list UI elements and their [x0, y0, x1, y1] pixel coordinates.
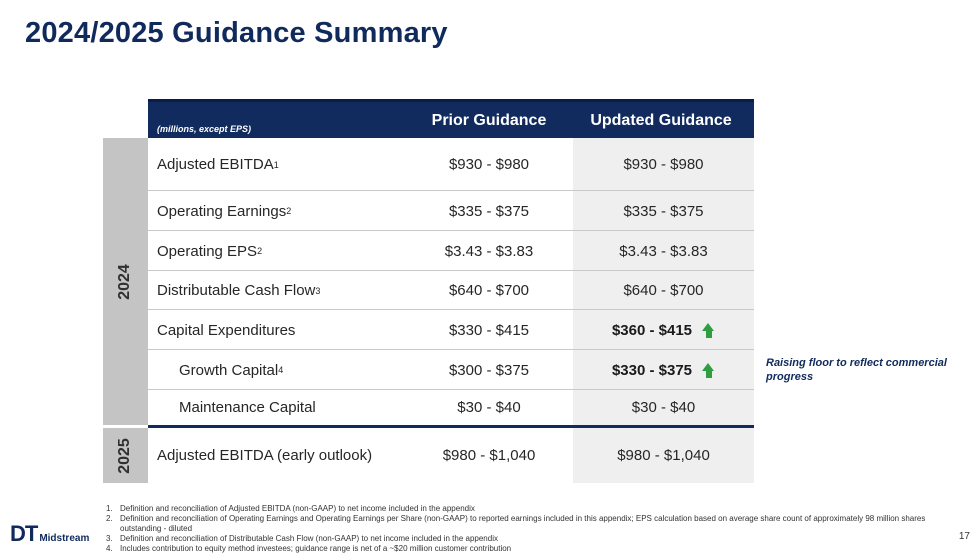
- footnote-number: 3.: [106, 534, 113, 543]
- row-label-text: Adjusted EBITDA: [157, 156, 274, 173]
- row-label-text: Adjusted EBITDA (early outlook): [157, 447, 373, 464]
- updated-value: $30 - $40: [631, 399, 696, 416]
- row-label: Adjusted EBITDA 1: [157, 156, 279, 173]
- prior-guidance-cell: $930 - $980: [448, 156, 530, 173]
- updated-value: $930 - $980: [623, 156, 704, 173]
- row-divider: [148, 190, 754, 191]
- table-row: $330 - $375 Growth Capital 4 $300 - $375: [148, 350, 754, 390]
- footnote: 1. Definition and reconciliation of Adjus…: [106, 504, 946, 514]
- footnote-text: Includes contribution to equity method i…: [120, 544, 512, 553]
- updated-guidance-header: Updated Guidance: [590, 112, 732, 129]
- prior-guidance-cell: $3.43 - $3.83: [444, 242, 534, 260]
- side-annotation: Raising floor to reflect commercial prog…: [766, 357, 947, 383]
- row-label: Operating Earnings 2: [157, 202, 292, 220]
- updated-guidance-cell: $335 - $375: [573, 191, 754, 231]
- footnote: 4. Includes contribution to equity method…: [106, 544, 946, 554]
- footnote-number: 4.: [106, 544, 113, 553]
- row-divider: [148, 230, 754, 231]
- year-divider: [148, 425, 754, 428]
- year-2024-band: 2024: [103, 138, 148, 425]
- table-row: $930 - $980 Adjusted EBITDA 1 $930 - $980: [148, 138, 754, 191]
- up-arrow-icon: [702, 322, 715, 338]
- footnote-text: Definition and reconciliation of Operati…: [120, 514, 926, 533]
- updated-guidance-cell: $640 - $700: [573, 271, 754, 310]
- row-divider: [148, 349, 754, 350]
- prior-guidance-cell: $30 - $40: [457, 399, 521, 416]
- table-header: (millions, except EPS) Prior Guidance Up…: [148, 99, 754, 138]
- row-label-text: Operating Earnings: [157, 202, 287, 220]
- year-2025-band: 2025: [103, 428, 148, 483]
- row-divider: [148, 270, 754, 271]
- updated-guidance-cell: $980 - $1,040: [573, 428, 754, 483]
- page-title: 2024/2025 Guidance Summary: [25, 17, 448, 49]
- footnote-text: Definition and reconciliation of Distrib…: [120, 534, 498, 543]
- table-row: $3.43 - $3.83 Operating EPS 2 $3.43 - $3.83: [148, 231, 754, 271]
- prior-guidance-header: Prior Guidance: [431, 112, 547, 129]
- updated-guidance-cell: $360 - $415: [573, 310, 754, 350]
- row-label-text: Operating EPS: [157, 242, 258, 260]
- year-2024-label: 2024: [116, 263, 133, 300]
- row-label-text: Growth Capital: [179, 361, 279, 379]
- updated-guidance-cell: $930 - $980: [573, 138, 754, 191]
- prior-guidance-cell: $300 - $375: [448, 361, 530, 379]
- logo-mark: DT: [10, 521, 38, 546]
- footnote: 3. Definition and reconciliation of Distr…: [106, 534, 946, 544]
- year-2025-label: 2025: [116, 437, 133, 474]
- prior-guidance-cell: $980 - $1,040: [442, 447, 536, 464]
- prior-guidance-cell: $640 - $700: [448, 282, 530, 299]
- footnote-number: 2.: [106, 514, 113, 523]
- units-note: (millions, except EPS): [157, 124, 252, 134]
- table-row: $640 - $700 Distributable Cash Flow 3 $640 …: [148, 271, 754, 310]
- updated-value: $330 - $375: [611, 361, 693, 379]
- row-label-text: Capital Expenditures: [157, 321, 296, 339]
- row-divider: [148, 389, 754, 390]
- prior-guidance-cell: $335 - $375: [448, 202, 530, 220]
- prior-guidance-cell: $330 - $415: [448, 321, 530, 339]
- footnote-number: 1.: [106, 504, 113, 513]
- row-label-text: Maintenance Capital: [179, 399, 316, 416]
- footnote: 2. Definition and reconciliation of Opera…: [106, 514, 946, 534]
- page-number: 17: [958, 531, 970, 542]
- row-label-text: Distributable Cash Flow: [157, 282, 316, 299]
- table-row: $335 - $375 Operating Earnings 2 $335 - $37…: [148, 191, 754, 231]
- row-divider: [148, 309, 754, 310]
- company-logo: DT Midstream: [10, 523, 89, 545]
- row-label: Maintenance Capital: [179, 390, 316, 425]
- updated-value: $980 - $1,040: [617, 447, 710, 464]
- row-label: Adjusted EBITDA (early outlook): [157, 428, 372, 483]
- row-label: Distributable Cash Flow 3: [157, 282, 321, 299]
- row-label: Growth Capital 4: [179, 361, 284, 379]
- row-label: Operating EPS 2: [157, 242, 263, 260]
- row-label: Capital Expenditures: [157, 310, 295, 350]
- footnote-text: Definition and reconciliation of Adjuste…: [120, 504, 475, 513]
- updated-value: $640 - $700: [623, 282, 704, 299]
- table-row: $360 - $415 Capital Expenditures $330 - $4…: [148, 310, 754, 350]
- footnotes: 1. Definition and reconciliation of Adjus…: [106, 504, 946, 554]
- table-row: $980 - $1,040 Adjusted EBITDA (early outl…: [148, 428, 754, 483]
- updated-guidance-cell: $30 - $40: [573, 390, 754, 425]
- updated-value: $360 - $415: [611, 321, 693, 339]
- updated-value: $335 - $375: [623, 202, 704, 220]
- updated-guidance-cell: $330 - $375: [573, 350, 754, 390]
- logo-name: Midstream: [39, 533, 90, 544]
- table-row: $30 - $40 Maintenance Capital $30 - $40: [148, 390, 754, 425]
- up-arrow-icon: [702, 362, 715, 378]
- updated-guidance-cell: $3.43 - $3.83: [573, 231, 754, 271]
- updated-value: $3.43 - $3.83: [619, 242, 708, 260]
